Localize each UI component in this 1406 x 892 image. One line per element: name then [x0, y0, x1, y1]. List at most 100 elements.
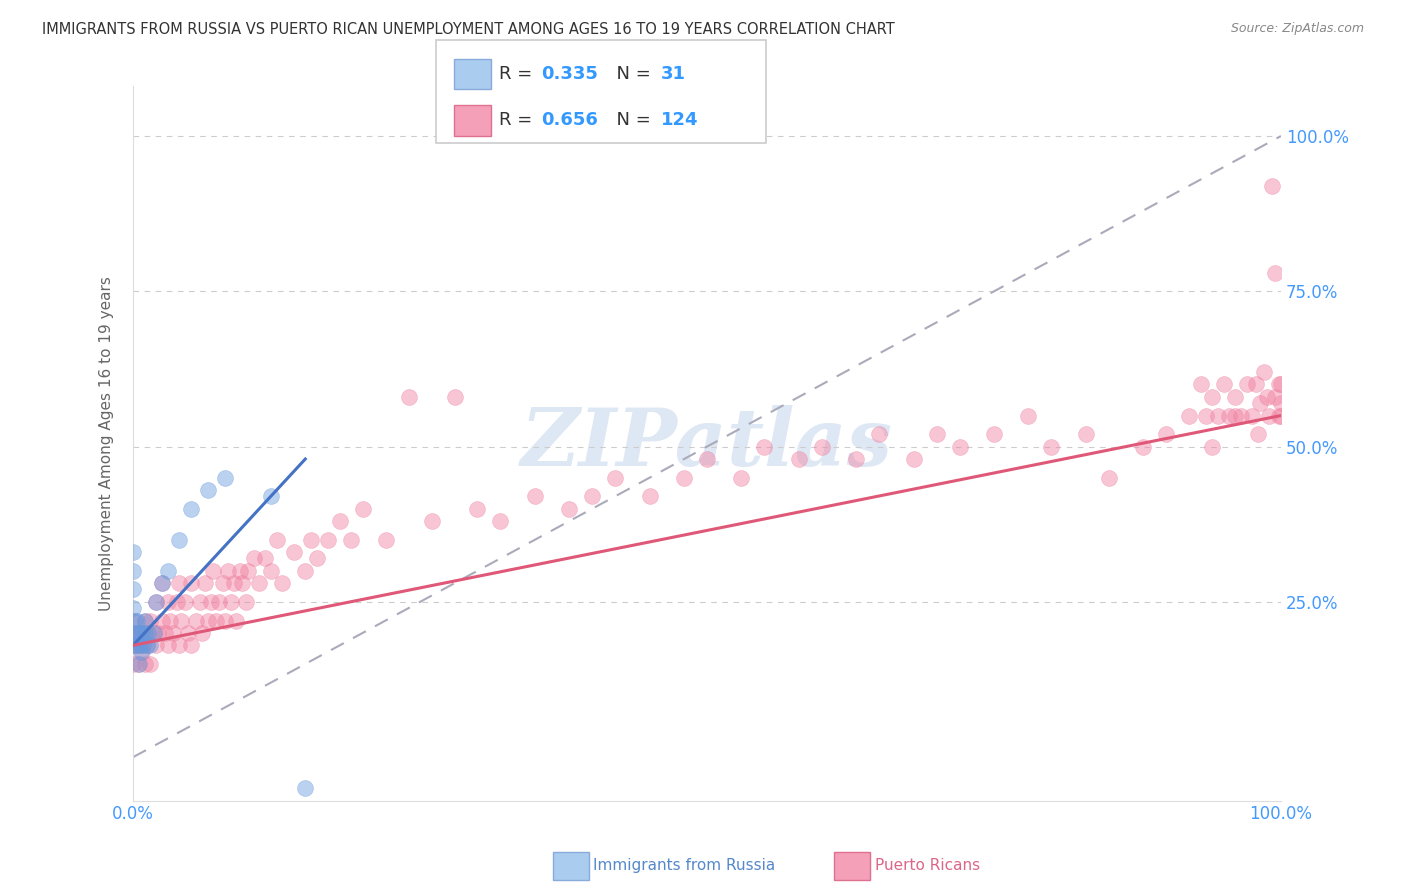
Text: Immigrants from Russia: Immigrants from Russia	[593, 858, 776, 872]
Point	[225, 614, 247, 628]
Point	[229, 564, 252, 578]
Point	[156, 564, 179, 578]
Point	[208, 595, 231, 609]
Point	[638, 489, 661, 503]
Point	[340, 533, 363, 547]
Point	[1154, 427, 1177, 442]
Point	[1098, 470, 1121, 484]
Point	[177, 626, 200, 640]
Point	[145, 638, 167, 652]
Point	[197, 614, 219, 628]
Point	[188, 595, 211, 609]
Point	[903, 452, 925, 467]
Point	[489, 514, 512, 528]
Point	[125, 638, 148, 652]
Text: N =: N =	[605, 65, 657, 83]
Point	[1189, 377, 1212, 392]
Point	[150, 614, 173, 628]
Text: Puerto Ricans: Puerto Ricans	[875, 858, 980, 872]
Point	[420, 514, 443, 528]
Point	[129, 638, 152, 652]
Point	[145, 595, 167, 609]
Text: 0.335: 0.335	[541, 65, 598, 83]
Point	[200, 595, 222, 609]
Text: R =: R =	[499, 65, 538, 83]
Point	[194, 576, 217, 591]
Point	[329, 514, 352, 528]
Point	[1201, 390, 1223, 404]
Point	[124, 638, 146, 652]
Point	[1178, 409, 1201, 423]
Point	[142, 626, 165, 640]
Text: ZIPatlas: ZIPatlas	[522, 405, 893, 483]
Point	[374, 533, 396, 547]
Point	[217, 564, 239, 578]
Point	[398, 390, 420, 404]
Point	[266, 533, 288, 547]
Point	[581, 489, 603, 503]
Point	[122, 657, 145, 671]
Point	[236, 564, 259, 578]
Text: N =: N =	[605, 112, 657, 129]
Point	[1132, 440, 1154, 454]
Point	[139, 657, 162, 671]
Point	[132, 638, 155, 652]
Point	[1264, 390, 1286, 404]
Point	[136, 626, 159, 640]
Point	[179, 576, 201, 591]
Point	[156, 595, 179, 609]
Point	[1244, 377, 1267, 392]
Point	[159, 614, 181, 628]
Point	[155, 626, 177, 640]
Point	[162, 626, 184, 640]
Point	[1256, 390, 1278, 404]
Point	[247, 576, 270, 591]
Point	[235, 595, 257, 609]
Point	[166, 595, 188, 609]
Point	[135, 638, 157, 652]
Point	[124, 614, 146, 628]
Point	[254, 551, 277, 566]
Point	[136, 626, 159, 640]
Point	[214, 614, 236, 628]
Point	[673, 470, 696, 484]
Point	[523, 489, 546, 503]
Point	[1074, 427, 1097, 442]
Point	[128, 638, 150, 652]
Point	[128, 657, 150, 671]
Point	[167, 576, 190, 591]
Point	[294, 564, 316, 578]
Point	[122, 614, 145, 628]
Point	[219, 595, 242, 609]
Point	[1253, 365, 1275, 379]
Point	[1267, 409, 1289, 423]
Point	[125, 626, 148, 640]
Point	[1270, 409, 1292, 423]
Point	[1201, 440, 1223, 454]
Point	[730, 470, 752, 484]
Point	[129, 644, 152, 658]
Point	[122, 626, 145, 640]
Point	[167, 638, 190, 652]
Point	[299, 533, 322, 547]
Text: R =: R =	[499, 112, 538, 129]
Point	[231, 576, 253, 591]
Point	[1236, 377, 1258, 392]
Point	[1258, 409, 1281, 423]
Point	[558, 501, 581, 516]
Y-axis label: Unemployment Among Ages 16 to 19 years: Unemployment Among Ages 16 to 19 years	[100, 276, 114, 611]
Point	[134, 614, 156, 628]
Text: Source: ZipAtlas.com: Source: ZipAtlas.com	[1230, 22, 1364, 36]
Point	[179, 501, 201, 516]
Point	[1241, 409, 1264, 423]
Point	[443, 390, 465, 404]
Point	[1223, 390, 1246, 404]
Point	[283, 545, 305, 559]
Point	[139, 638, 162, 652]
Point	[127, 657, 149, 671]
Point	[134, 657, 156, 671]
Point	[122, 601, 145, 615]
Point	[173, 595, 195, 609]
Point	[122, 638, 145, 652]
Point	[129, 638, 152, 652]
